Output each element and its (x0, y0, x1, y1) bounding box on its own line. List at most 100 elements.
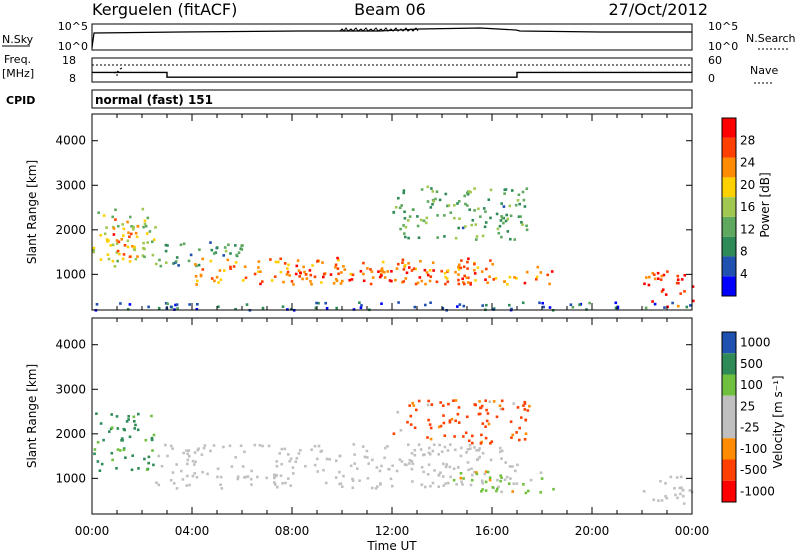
velocity-x-tick-label: 08:00 (275, 524, 310, 538)
power-echo-cell (588, 301, 591, 305)
velocity-echo-cell (351, 477, 354, 481)
power-echo-cell (443, 214, 446, 217)
power-echo-cell (334, 263, 338, 267)
power-echo-cell (443, 235, 446, 238)
velocity-echo-cell (365, 449, 369, 453)
velocity-echo-cell (410, 459, 413, 463)
velocity-echo-cell (287, 453, 290, 456)
power-echo-cell (316, 259, 320, 263)
velocity-echo-cell (444, 482, 447, 485)
velocity-echo-cell (216, 467, 220, 470)
velocity-echo-cell (469, 447, 472, 450)
velocity-echo-cell (480, 404, 484, 408)
power-echo-cell (653, 302, 657, 306)
velocity-echo-cell (325, 457, 329, 461)
velocity-echo-cell (432, 443, 436, 446)
velocity-echo-cell (313, 463, 317, 467)
velocity-echo-cell (484, 425, 487, 428)
power-echo-cell (243, 265, 247, 268)
power-echo-cell (487, 198, 491, 201)
power-echo-cell (651, 271, 655, 275)
velocity-colorbar-tick: 500 (740, 357, 763, 371)
velocity-echo-cell (437, 473, 441, 476)
velocity-echo-cell (460, 480, 463, 484)
power-echo-cell (351, 273, 355, 277)
power-ylabel: Slant Range [km] (25, 160, 39, 264)
velocity-echo-cell (110, 451, 114, 455)
power-echo-cell (499, 219, 503, 222)
power-echo-cell (425, 271, 429, 274)
velocity-echo-cell (287, 477, 290, 480)
power-echo-cell (443, 271, 447, 275)
power-echo-cell (142, 241, 145, 245)
power-echo-cell (469, 190, 472, 194)
velocity-echo-cell (428, 423, 432, 426)
power-echo-cell (245, 303, 249, 306)
velocity-echo-cell (492, 400, 496, 403)
power-echo-cell (535, 275, 539, 279)
velocity-echo-cell (341, 485, 344, 488)
velocity-echo-cell (682, 494, 685, 498)
velocity-echo-cell (284, 481, 287, 485)
power-echo-cell (117, 224, 120, 228)
velocity-echo-cell (150, 414, 153, 418)
power-echo-cell (484, 221, 488, 224)
velocity-echo-cell (275, 473, 278, 477)
power-echo-cell (481, 304, 484, 307)
power-echo-cell (189, 253, 193, 257)
velocity-echo-cell (155, 481, 158, 484)
power-echo-cell (103, 232, 107, 236)
velocity-echo-cell (120, 437, 124, 440)
velocity-echo-cell (448, 420, 452, 424)
velocity-echo-cell (479, 406, 483, 410)
power-echo-cell (454, 236, 458, 240)
velocity-echo-cell (500, 449, 504, 453)
power-echo-cell (508, 303, 511, 307)
velocity-echo-cell (409, 414, 413, 418)
velocity-echo-cell (484, 480, 488, 484)
velocity-echo-cell (511, 465, 514, 468)
power-echo-cell (120, 238, 124, 241)
freq-strip: Freq. [MHz] 18 8 60 0 Nave (2, 53, 778, 85)
power-echo-cell (143, 222, 147, 226)
power-echo-cell (521, 223, 524, 226)
power-echo-cell (295, 264, 299, 268)
power-echo-cell (656, 271, 660, 275)
power-echo-cell (305, 277, 309, 280)
velocity-echo-cell (375, 466, 379, 469)
power-echo-cell (142, 225, 145, 229)
velocity-echo-cell (116, 448, 120, 451)
power-echo-cell (402, 189, 406, 192)
power-echo-cell (481, 234, 485, 238)
velocity-echo-cell (216, 475, 219, 479)
velocity-echo-cell (324, 481, 328, 485)
velocity-echo-cell (121, 439, 124, 442)
velocity-echo-cell (353, 453, 356, 456)
power-echo-cell (337, 272, 340, 276)
velocity-echo-cell (410, 467, 414, 471)
velocity-echo-cell (529, 478, 533, 482)
velocity-echo-cell (274, 483, 277, 486)
power-echo-cell (112, 227, 116, 230)
power-echo-cell (111, 243, 115, 247)
velocity-echo-cell (510, 436, 513, 439)
power-echo-cell (314, 306, 318, 310)
power-echo-cell (335, 279, 339, 283)
power-echo-cell (419, 260, 422, 263)
velocity-colorbar-segment (722, 459, 736, 481)
power-echo-cell (416, 281, 420, 285)
power-echo-cell (114, 208, 117, 212)
velocity-echo-cell (427, 451, 431, 455)
velocity-echo-cell (440, 450, 444, 453)
power-echo-cell (517, 215, 521, 218)
power-echo-cell (424, 282, 427, 286)
power-echo-cell (342, 265, 345, 268)
velocity-echo-cell (466, 461, 470, 464)
power-echo-cell (422, 219, 426, 223)
velocity-echo-cell (383, 456, 386, 460)
power-echo-cell (302, 265, 305, 269)
velocity-colorbar-tick: -100 (740, 442, 767, 456)
velocity-echo-cell (524, 491, 528, 495)
velocity-echo-cell (292, 472, 295, 475)
power-echo-cell (105, 238, 109, 241)
